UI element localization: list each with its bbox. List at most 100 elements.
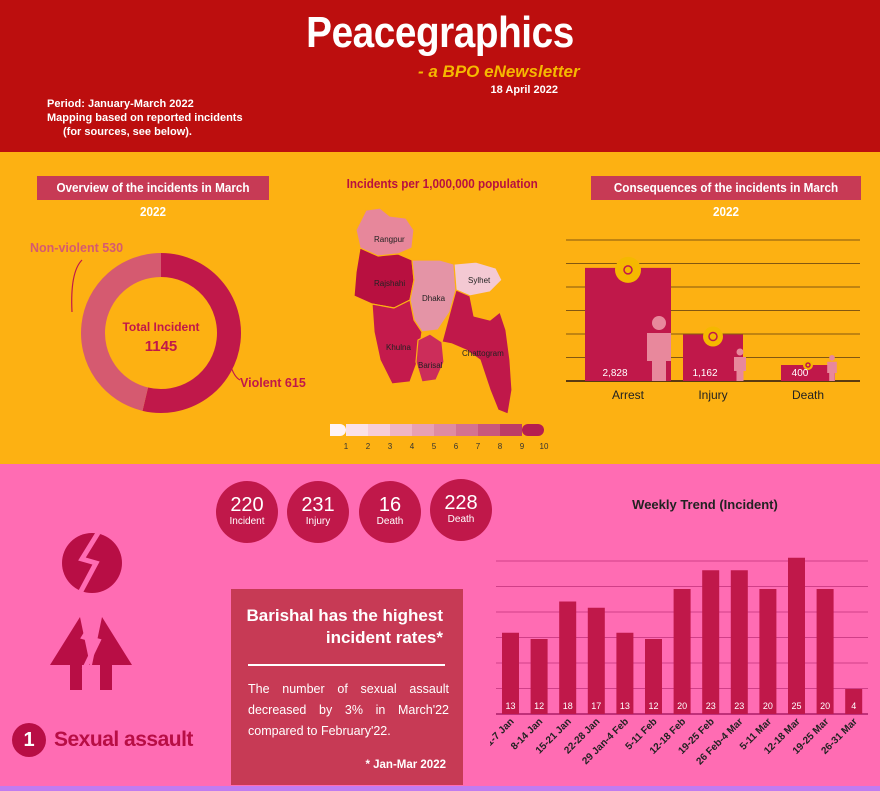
callout-box: Barishal has the highest incident rates*… [231, 589, 463, 785]
trend-bar [502, 632, 519, 714]
page-title: Peacegraphics [306, 8, 574, 57]
person-icon [827, 355, 837, 381]
donut-slice-non-violent [81, 253, 162, 411]
trend-bar [673, 589, 691, 714]
leader-line [71, 259, 83, 313]
callout-divider [248, 664, 445, 666]
donut-center-label: Total Incident [122, 320, 199, 334]
map-region-barisal [415, 333, 445, 383]
period-note: Period: January-March 2022 Mapping based… [47, 97, 243, 139]
consequence-category-label: Arrest [612, 388, 645, 402]
consequence-value-label: 1,162 [692, 368, 717, 379]
scale-swatch [478, 424, 500, 436]
trend-value-label: 25 [791, 701, 801, 711]
trend-value-label: 13 [505, 701, 515, 711]
map-label-barisal: Barisal [418, 361, 443, 370]
scale-tick-label: 7 [476, 442, 481, 451]
trend-bar [816, 589, 834, 714]
consequences-title: Consequences of the incidents in March 2… [591, 176, 861, 219]
scale-swatch [368, 424, 390, 436]
callout-footnote: * Jan-Mar 2022 [365, 759, 446, 771]
scale-swatch [330, 424, 346, 436]
scale-tick-label: 9 [520, 442, 525, 451]
bangladesh-map: Rangpur Rajshahi Dhaka Sylhet Khulna Bar… [330, 207, 549, 451]
scale-tick-label: 3 [388, 442, 393, 451]
stat-death: 16 Death [359, 481, 421, 543]
header: Peacegraphics - a BPO eNewsletter 18 Apr… [0, 0, 880, 152]
map-region-dhaka [409, 259, 457, 333]
consequence-category-label: Death [792, 388, 824, 402]
trend-bar [730, 570, 748, 714]
consequence-bar [781, 365, 835, 381]
overview-section: Overview of the incidents in March 2022 … [0, 152, 880, 464]
scale-tick-label: 4 [410, 442, 415, 451]
scale-swatch [522, 424, 544, 436]
scale-swatch [390, 424, 412, 436]
scale-swatch [500, 424, 522, 436]
person-icon [734, 348, 746, 381]
donut-center-value: 1145 [145, 338, 178, 355]
period-line: Mapping based on reported incidents [47, 112, 243, 124]
person-icon [647, 316, 671, 381]
section-label: Sexual assault [54, 728, 193, 751]
trend-value-label: 12 [648, 701, 658, 711]
scale-tick-label: 6 [454, 442, 459, 451]
period-line: (for sources, see below). [63, 126, 192, 138]
consequence-value-label: 400 [792, 368, 809, 379]
map-region-rangpur [355, 207, 415, 257]
stat-incident: 220 Incident [216, 481, 278, 543]
trend-value-label: 20 [820, 701, 830, 711]
map-label-sylhet: Sylhet [468, 276, 491, 285]
trend-bar [559, 601, 577, 714]
violent-label: Violent 615 [240, 376, 306, 390]
trend-bar [530, 639, 548, 714]
map-label-rajshahi: Rajshahi [374, 279, 405, 288]
trend-bar [845, 689, 863, 714]
map-region-rajshahi [353, 247, 415, 309]
overview-title: Overview of the incidents in March 2022 [37, 176, 269, 219]
handcuffs-icon [615, 256, 641, 283]
stat-injury: 231 Injury [287, 481, 349, 543]
map-region-chattogram [441, 289, 513, 415]
skull-icon [803, 360, 813, 370]
map-title: Incidents per 1,000,000 population [346, 176, 539, 191]
trend-bar [788, 557, 805, 714]
leader-line [229, 363, 241, 381]
publication-date: 18 April 2022 [490, 84, 558, 96]
page-subtitle: - a BPO eNewsletter [418, 62, 580, 81]
trend-value-label: 13 [620, 701, 630, 711]
section-number: 1 [12, 723, 46, 757]
injured-face-icon [703, 326, 723, 347]
trend-value-label: 23 [706, 701, 716, 711]
trend-bar [759, 589, 777, 714]
trend-value-label: 12 [534, 701, 544, 711]
map-label-dhaka: Dhaka [422, 294, 446, 303]
scale-swatch [456, 424, 478, 436]
map-label-rangpur: Rangpur [374, 235, 405, 244]
trend-bar [616, 632, 634, 714]
trend-value-label: 23 [734, 701, 744, 711]
trend-value-label: 20 [763, 701, 773, 711]
callout-body: The number of sexual assault decreased b… [248, 682, 449, 738]
donut-slice-violent [142, 253, 241, 413]
scale-swatch [412, 424, 434, 436]
trend-value-label: 17 [591, 701, 601, 711]
section-divider [0, 786, 880, 791]
color-scale: 012345678910 [330, 424, 549, 451]
scale-tick-label: 5 [432, 442, 437, 451]
scale-tick-label: 10 [540, 442, 549, 451]
consequences-chart: 2,828 Arrest 1,162 Injury 400 Death [566, 239, 860, 402]
scale-tick-label: 8 [498, 442, 503, 451]
scale-tick-label: 2 [366, 442, 371, 451]
non-violent-label: Non-violent 530 [30, 241, 123, 255]
trend-bar [702, 570, 720, 714]
trend-value-label: 20 [677, 701, 687, 711]
overview-donut: Non-violent 530 Violent 615 Total Incide… [30, 241, 306, 413]
map-label-chattogram: Chattogram [462, 349, 504, 358]
trend-bar [645, 639, 662, 714]
scale-swatch [346, 424, 368, 436]
stat-death-2: 228 Death [430, 479, 492, 541]
consequence-value-label: 2,828 [602, 368, 627, 379]
trend-bar [587, 607, 605, 714]
